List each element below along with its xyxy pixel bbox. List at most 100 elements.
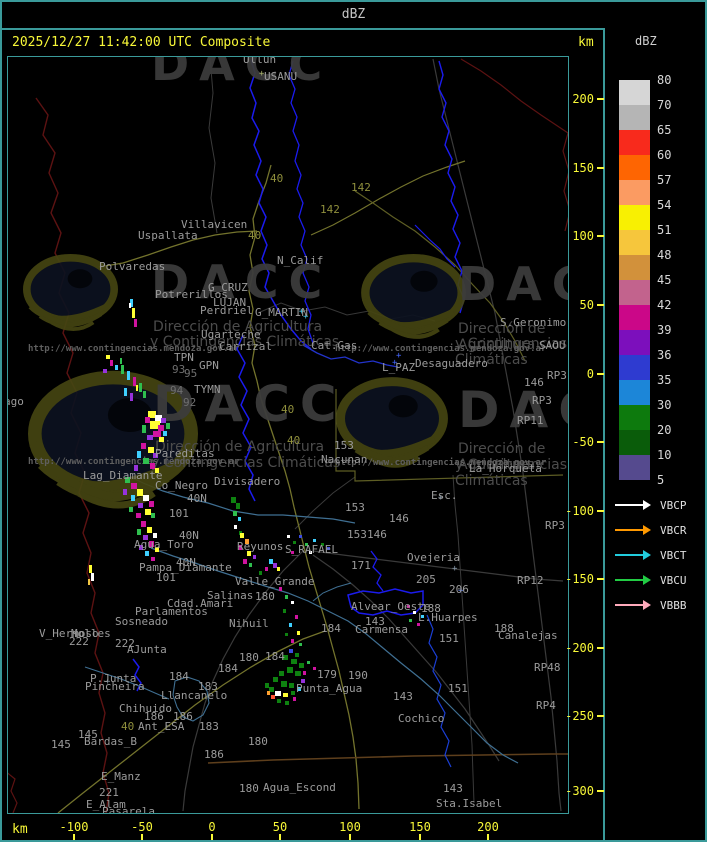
map-label: USANU: [264, 70, 298, 83]
colorbar-value: 70: [657, 98, 672, 112]
legend-arrow-shaft: [615, 579, 643, 581]
bottom-axis-label: -50: [131, 820, 153, 834]
map-label: Parlamentos: [135, 605, 208, 618]
radar-echo: [132, 308, 135, 318]
map-label: Villavicen: [181, 218, 248, 231]
radar-echo: [279, 587, 282, 591]
map-label: Cochico: [398, 712, 445, 725]
radar-echo: [249, 563, 252, 567]
colorbar-block: [619, 205, 650, 230]
right-axis-label: 100: [572, 229, 594, 243]
map-label: Pareditas: [155, 447, 215, 460]
radar-echo: [106, 355, 110, 359]
map-label: P.Junta: [90, 672, 137, 685]
map-label: Polvaredas: [99, 260, 166, 273]
map-label: TYMN: [194, 383, 221, 396]
radar-echo: [143, 495, 149, 501]
right-axis-tick: [597, 647, 604, 649]
map-label: Cdad.Amari: [167, 597, 234, 610]
map-label: 180: [239, 651, 259, 664]
legend-arrow-shaft: [615, 604, 643, 606]
radar-echo: [291, 551, 294, 554]
radar-echo: [267, 691, 270, 695]
radar-echo: [240, 533, 244, 538]
radar-echo: [134, 465, 138, 471]
map-label: Co_Negro: [155, 479, 208, 492]
header-row: 2025/12/27 11:42:00 UTC Composite km: [2, 30, 603, 55]
bottom-axis-label: 150: [409, 820, 431, 834]
right-axis-label: 0: [586, 367, 594, 381]
map-label: Chihuido: [119, 702, 172, 715]
radar-echo: [269, 559, 273, 564]
right-axis-tick: [597, 167, 604, 169]
colorbar-value: 20: [657, 423, 672, 437]
station-marker: +: [303, 312, 309, 322]
watermark-line1: Dirección de Agricultura: [458, 441, 546, 473]
radar-echo: [245, 539, 249, 544]
map-label: Sosneado: [115, 615, 168, 628]
map-label: RP11: [517, 414, 544, 427]
map-label: RP4: [536, 699, 556, 712]
radar-echo: [247, 551, 251, 556]
map-label: Llancanelo: [161, 689, 228, 702]
radar-echo: [124, 388, 127, 396]
map-label: 40: [121, 720, 135, 733]
colorbar-value: 30: [657, 398, 672, 412]
legend-label: VBBB: [660, 599, 687, 612]
radar-echo: [291, 659, 297, 664]
radar-echo: [285, 633, 288, 636]
radar-echo: [291, 691, 295, 695]
map-label: 190: [348, 669, 368, 682]
legend-arrow-head: [643, 550, 651, 560]
map-label: Desaguadero: [415, 357, 488, 370]
map-label: Agua_Toro: [134, 538, 194, 551]
bottom-axis-tick: [211, 834, 213, 840]
radar-echo: [149, 501, 154, 507]
radar-echo: [127, 371, 130, 380]
map-label: Punta_Agua: [296, 682, 363, 695]
watermark-brand: DACC: [151, 56, 333, 91]
radar-echo: [155, 468, 159, 473]
radar-echo: [110, 360, 113, 366]
radar-echo: [299, 663, 304, 668]
radar-echo: [166, 423, 170, 429]
radar-echo: [275, 691, 281, 696]
radar-echo: [231, 497, 236, 503]
map-label: 145: [78, 728, 98, 741]
radar-echo: [131, 483, 137, 489]
map-label: Molles: [71, 627, 111, 640]
map-label: 40: [270, 172, 284, 185]
radar-echo: [161, 418, 166, 423]
legend-label: VBCT: [660, 549, 687, 562]
radar-echo: [159, 437, 164, 442]
radar-echo: [158, 425, 164, 431]
map-label: 92: [183, 396, 197, 409]
radar-echo: [131, 495, 135, 501]
colorbar-block: [619, 355, 650, 380]
radar-echo: [148, 447, 154, 453]
colorbar-block: [619, 105, 650, 130]
colorbar-value: 48: [657, 248, 672, 262]
watermark-line1: Dirección de Agricultura: [458, 321, 546, 353]
station-marker: +: [392, 358, 398, 368]
radar-echo: [155, 547, 159, 552]
legend-arrow-shaft: [615, 554, 643, 556]
map-label: 151: [448, 682, 468, 695]
map-label: 40: [287, 434, 301, 447]
map-label: G_MARTIN: [255, 306, 308, 319]
colorbar-block: [619, 455, 650, 480]
radar-echo: [145, 551, 149, 556]
radar-echo: [163, 431, 167, 436]
colorbar-block: [619, 305, 650, 330]
map-label: Pincheira: [85, 680, 145, 693]
watermark-brand: DACC: [458, 381, 568, 439]
geography-layer: [8, 57, 568, 813]
radar-echo: [134, 319, 137, 327]
map-label: L_PAZ: [382, 361, 416, 374]
radar-echo: [259, 571, 262, 575]
radar-echo: [141, 443, 146, 449]
map-label: Alvear_Oeste: [351, 600, 431, 613]
map-label: Esc.: [431, 489, 458, 502]
map-label: ago: [8, 395, 24, 408]
watermark-line1: Dirección de Agricultura: [153, 319, 323, 335]
